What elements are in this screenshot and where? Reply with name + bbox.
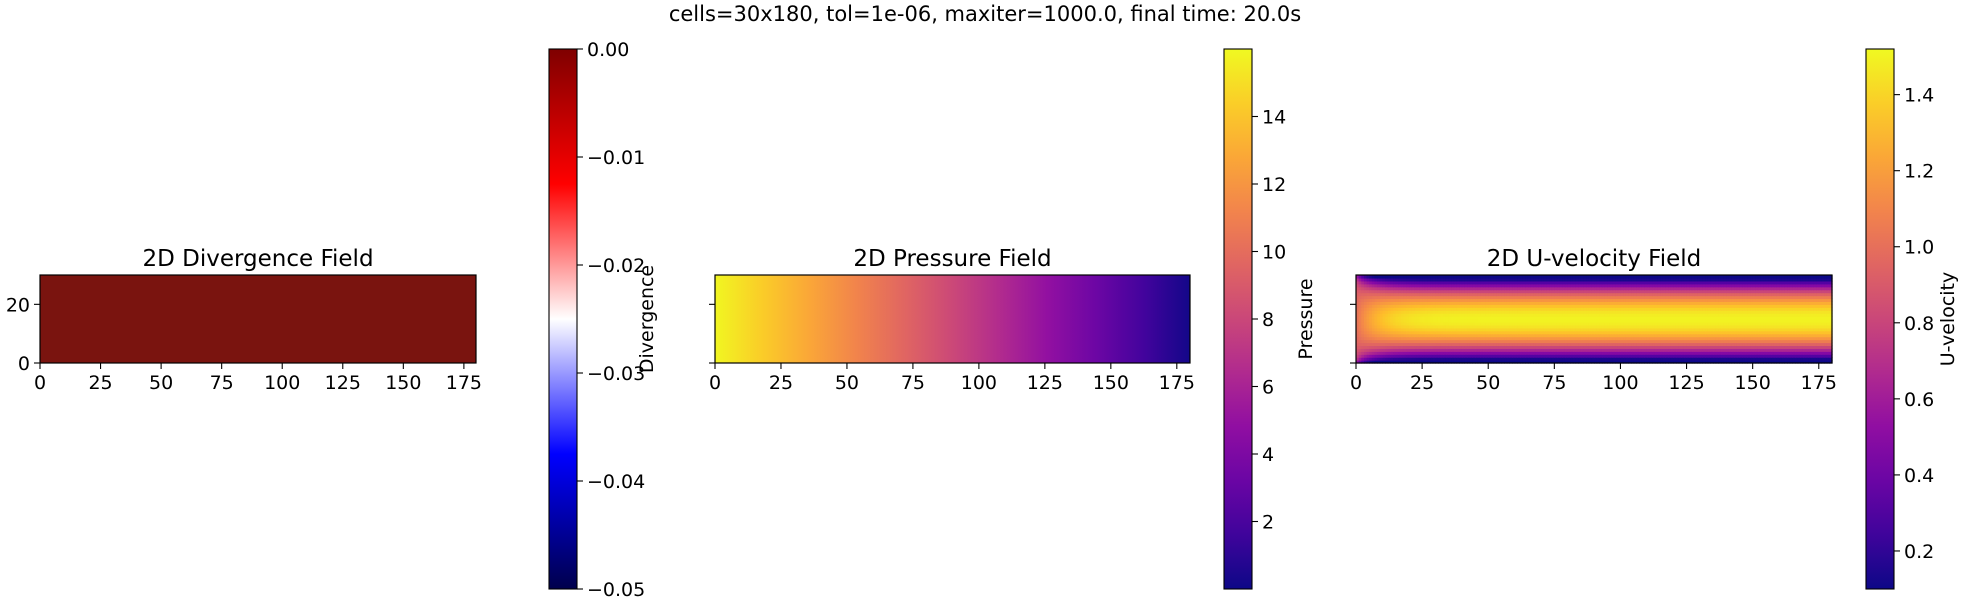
x-tick-label-2-7: 175 (1801, 372, 1837, 394)
colorbar-tick-label-2-2: 0.6 (1904, 389, 1934, 411)
colorbar-tick-label-2-3: 0.8 (1904, 313, 1934, 335)
heatmap-field-1 (715, 275, 1190, 363)
plot-title-0: 2D Divergence Field (142, 246, 373, 272)
x-tick-label-2-4: 100 (1602, 372, 1638, 394)
x-tick-label-1-6: 150 (1093, 372, 1129, 394)
colorbar-label-0: Divergence (636, 265, 658, 373)
colorbar-tick-label-1-2: 6 (1262, 377, 1274, 399)
y-tick-label-0-1: 20 (6, 294, 30, 316)
x-tick-label-0-6: 150 (385, 372, 421, 394)
x-tick-label-1-2: 50 (835, 372, 859, 394)
colorbar-tick-label-1-5: 12 (1262, 174, 1286, 196)
colorbar-tick-label-2-1: 0.4 (1904, 465, 1934, 487)
x-tick-label-1-7: 175 (1159, 372, 1195, 394)
x-tick-label-1-4: 100 (961, 372, 997, 394)
colorbar-2 (1865, 48, 1895, 590)
x-tick-label-1-1: 25 (769, 372, 793, 394)
colorbar-tick-label-1-4: 10 (1262, 242, 1286, 264)
x-tick-label-0-1: 25 (88, 372, 112, 394)
x-tick-label-0-4: 100 (264, 372, 300, 394)
x-tick-label-0-3: 75 (210, 372, 234, 394)
colorbar-tick-label-1-0: 2 (1262, 512, 1274, 534)
y-tick-label-0-0: 0 (18, 353, 30, 375)
x-tick-label-2-1: 25 (1410, 372, 1434, 394)
heatmap-field-2 (1356, 275, 1833, 364)
x-tick-label-2-5: 125 (1668, 372, 1704, 394)
x-tick-label-0-5: 125 (325, 372, 361, 394)
plot-title-2: 2D U-velocity Field (1487, 246, 1701, 272)
x-tick-label-2-3: 75 (1542, 372, 1566, 394)
colorbar-1 (1223, 48, 1253, 590)
x-tick-label-1-3: 75 (901, 372, 925, 394)
plot-frame-0 (39, 274, 477, 364)
colorbar-tick-label-2-6: 1.4 (1904, 85, 1934, 107)
plot-frame-2 (1355, 274, 1833, 364)
x-tick-label-0-7: 175 (446, 372, 482, 394)
heatmap-field-0 (40, 275, 476, 363)
colorbar-label-2: U-velocity (1937, 272, 1959, 367)
colorbar-label-1: Pressure (1295, 278, 1317, 359)
colorbar-tick-label-2-5: 1.2 (1904, 161, 1934, 183)
x-tick-label-0-2: 50 (149, 372, 173, 394)
colorbar-tick-label-1-1: 4 (1262, 444, 1274, 466)
colorbar-tick-label-0-3: −0.03 (587, 363, 645, 385)
colorbar-tick-label-0-4: −0.04 (587, 471, 645, 493)
colorbar-tick-label-2-0: 0.2 (1904, 541, 1934, 563)
colorbar-tick-label-1-6: 14 (1262, 107, 1286, 129)
plot-title-1: 2D Pressure Field (853, 246, 1051, 272)
figure-suptitle: cells=30x180, tol=1e-06, maxiter=1000.0,… (669, 2, 1301, 26)
colorbar-tick-label-0-0: 0.00 (587, 39, 629, 61)
x-tick-label-1-5: 125 (1027, 372, 1063, 394)
colorbar-0 (548, 48, 578, 590)
x-tick-label-2-6: 150 (1735, 372, 1771, 394)
colorbar-tick-label-0-5: −0.05 (587, 579, 645, 601)
x-tick-label-0-0: 0 (34, 372, 46, 394)
plot-frame-1 (714, 274, 1191, 364)
colorbar-tick-label-1-3: 8 (1262, 309, 1274, 331)
x-tick-label-2-2: 50 (1476, 372, 1500, 394)
colorbar-tick-label-2-4: 1.0 (1904, 237, 1934, 259)
colorbar-tick-label-0-1: −0.01 (587, 147, 645, 169)
colorbar-tick-label-0-2: −0.02 (587, 255, 645, 277)
x-tick-label-2-0: 0 (1350, 372, 1362, 394)
x-tick-label-1-0: 0 (709, 372, 721, 394)
